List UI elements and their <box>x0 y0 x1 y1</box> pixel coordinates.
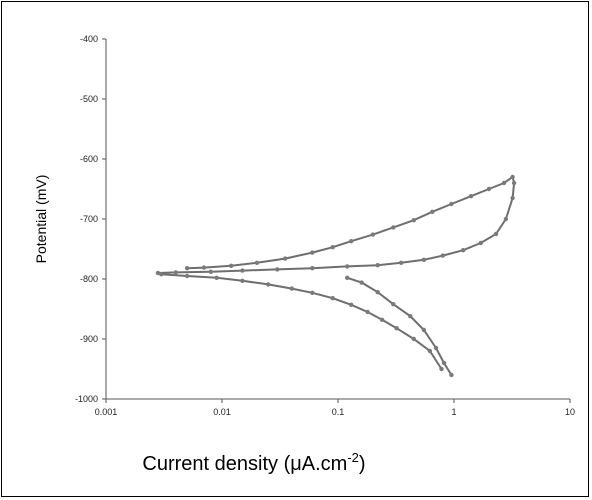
y-axis-title: Potential (mV) <box>33 175 49 264</box>
data-point <box>275 267 280 272</box>
data-point <box>345 275 350 280</box>
data-point <box>208 269 213 274</box>
data-point <box>510 195 515 201</box>
data-point <box>427 348 433 354</box>
y-axis-ticks: -400 -500 -600 -700 -800 -900 -1000 <box>75 34 106 404</box>
data-point <box>375 263 380 268</box>
x-axis-title-superscript: -2 <box>347 450 359 465</box>
data-point <box>184 273 190 279</box>
data-point <box>421 327 427 333</box>
data-point <box>433 345 439 351</box>
data-point <box>310 266 315 271</box>
data-point <box>421 257 427 262</box>
data-point <box>449 372 454 378</box>
y-tick-label: -500 <box>80 94 98 104</box>
data-point <box>282 256 288 261</box>
data-point <box>379 317 385 322</box>
data-point <box>330 296 335 301</box>
data-point <box>441 360 447 366</box>
data-point <box>254 260 260 265</box>
data-point <box>398 260 404 265</box>
data-point <box>461 248 466 253</box>
x-tick-label: 1 <box>451 407 456 417</box>
data-point <box>468 194 474 199</box>
x-tick-label: 0.001 <box>95 407 118 417</box>
y-tick-label: -1000 <box>75 394 98 404</box>
data-point <box>370 232 376 237</box>
y-tick-label: -600 <box>80 154 98 164</box>
data-point <box>501 180 507 186</box>
data-point <box>240 278 245 283</box>
data-point <box>345 264 350 269</box>
data-point <box>493 231 499 237</box>
data-point <box>411 336 416 342</box>
data-point <box>439 366 444 372</box>
y-tick-label: -400 <box>80 34 98 44</box>
data-point <box>486 186 492 192</box>
data-point <box>408 314 413 319</box>
data-point <box>184 266 190 271</box>
data-point <box>310 250 315 255</box>
data-point <box>375 290 380 295</box>
data-point <box>391 225 396 230</box>
data-series <box>155 174 517 378</box>
data-point <box>440 253 445 258</box>
data-point <box>266 282 271 287</box>
x-axis-title: Current density (μA.cm-2) <box>142 450 365 475</box>
data-point <box>359 280 364 285</box>
data-point <box>365 309 370 315</box>
y-tick-label: -800 <box>80 274 98 284</box>
x-axis-ticks: 0.001 0.01 0.1 1 10 <box>95 399 575 417</box>
data-point <box>173 270 178 275</box>
data-point <box>240 268 245 273</box>
data-point <box>214 275 219 280</box>
data-point <box>349 302 354 307</box>
data-point <box>503 216 509 222</box>
data-point <box>201 265 207 270</box>
x-axis-title-tail: ) <box>359 453 366 475</box>
data-point <box>289 286 294 291</box>
data-point <box>510 174 515 180</box>
data-point <box>411 218 416 223</box>
data-point <box>155 270 161 276</box>
data-point <box>511 180 517 186</box>
y-tick-label: -700 <box>80 214 98 224</box>
x-axis-title-main: Current density (μA.cm <box>142 453 347 475</box>
data-point <box>449 201 454 207</box>
x-tick-label: 0.1 <box>332 407 345 417</box>
data-point <box>229 263 234 268</box>
data-point <box>478 240 483 246</box>
axes <box>105 39 570 400</box>
x-tick-label: 0.01 <box>213 407 231 417</box>
x-tick-label: 10 <box>565 407 575 417</box>
data-point <box>310 290 315 295</box>
y-tick-label: -900 <box>80 334 98 344</box>
data-point <box>394 326 399 331</box>
data-point <box>391 302 396 307</box>
data-point <box>349 239 354 244</box>
data-point <box>159 272 164 277</box>
data-point <box>430 209 435 214</box>
data-point <box>330 245 335 250</box>
